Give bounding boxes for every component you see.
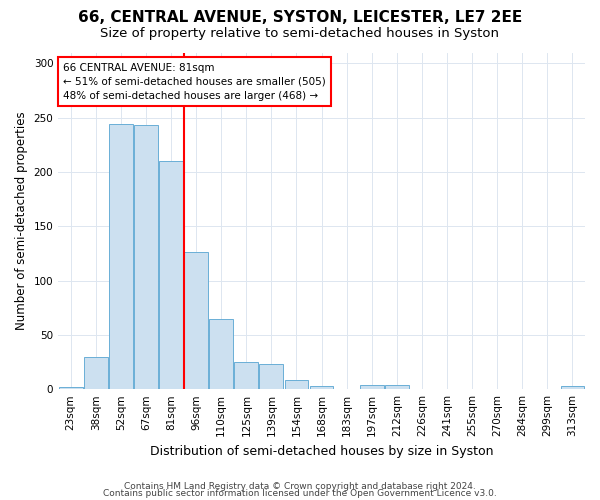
Bar (184, 252, 208, 389)
Bar (235, 362, 258, 389)
Bar (209, 318, 233, 389)
X-axis label: Distribution of semi-detached houses by size in Syston: Distribution of semi-detached houses by … (150, 444, 493, 458)
Text: Size of property relative to semi-detached houses in Syston: Size of property relative to semi-detach… (101, 28, 499, 40)
Bar (159, 161, 183, 389)
Bar (109, 124, 133, 389)
Bar (84, 356, 108, 389)
Bar (259, 364, 283, 389)
Bar (560, 386, 584, 389)
Text: Contains public sector information licensed under the Open Government Licence v3: Contains public sector information licen… (103, 490, 497, 498)
Bar (310, 386, 334, 389)
Bar (59, 387, 83, 389)
Bar (360, 385, 383, 389)
Bar (284, 380, 308, 389)
Y-axis label: Number of semi-detached properties: Number of semi-detached properties (15, 112, 28, 330)
Text: Contains HM Land Registry data © Crown copyright and database right 2024.: Contains HM Land Registry data © Crown c… (124, 482, 476, 491)
Text: 66 CENTRAL AVENUE: 81sqm
← 51% of semi-detached houses are smaller (505)
48% of : 66 CENTRAL AVENUE: 81sqm ← 51% of semi-d… (64, 62, 326, 100)
Bar (134, 126, 158, 389)
Text: 66, CENTRAL AVENUE, SYSTON, LEICESTER, LE7 2EE: 66, CENTRAL AVENUE, SYSTON, LEICESTER, L… (78, 10, 522, 25)
Bar (385, 385, 409, 389)
